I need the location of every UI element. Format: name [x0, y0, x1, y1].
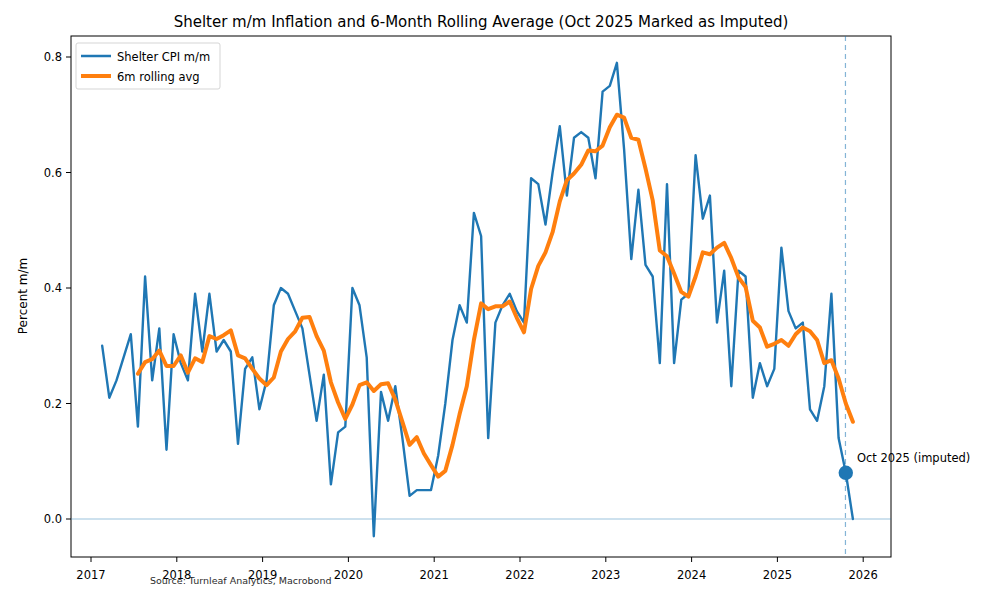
imputed-annotation: Oct 2025 (imputed): [857, 451, 970, 465]
imputed-point-marker: [839, 466, 853, 480]
y-tick-label-0.2: 0.2: [44, 397, 62, 411]
x-tick-label-2026: 2026: [849, 568, 878, 582]
y-tick-label-0.4: 0.4: [44, 281, 62, 295]
x-tick-label-2023: 2023: [591, 568, 620, 582]
x-tick-label-2020: 2020: [334, 568, 363, 582]
y-tick-label-0.6: 0.6: [44, 166, 62, 180]
chart-title: Shelter m/m Inflation and 6-Month Rollin…: [174, 13, 789, 31]
x-tick-label-2021: 2021: [420, 568, 449, 582]
y-tick-label-0.0: 0.0: [44, 512, 62, 526]
x-tick-label-2017: 2017: [76, 568, 105, 582]
legend-label-shelter-cpi: Shelter CPI m/m: [117, 50, 210, 64]
series-layer: [102, 63, 853, 537]
x-tick-label-2024: 2024: [677, 568, 706, 582]
legend-label-rolling-avg: 6m rolling avg: [117, 70, 200, 84]
x-tick-label-2025: 2025: [763, 568, 792, 582]
y-tick-label-0.8: 0.8: [44, 50, 62, 64]
shelter-cpi-line: [102, 63, 853, 537]
source-note: Source: Turnleaf Analytics, Macrobond: [150, 575, 331, 586]
y-axis-label: Percent m/m: [16, 258, 30, 334]
rolling-avg-line: [138, 115, 853, 477]
legend: Shelter CPI m/m 6m rolling avg: [76, 43, 220, 89]
x-tick-label-2022: 2022: [505, 568, 534, 582]
chart-canvas: 2017201820192020202120222023202420252026…: [0, 0, 1000, 600]
chart-figure: 2017201820192020202120222023202420252026…: [0, 0, 1000, 600]
